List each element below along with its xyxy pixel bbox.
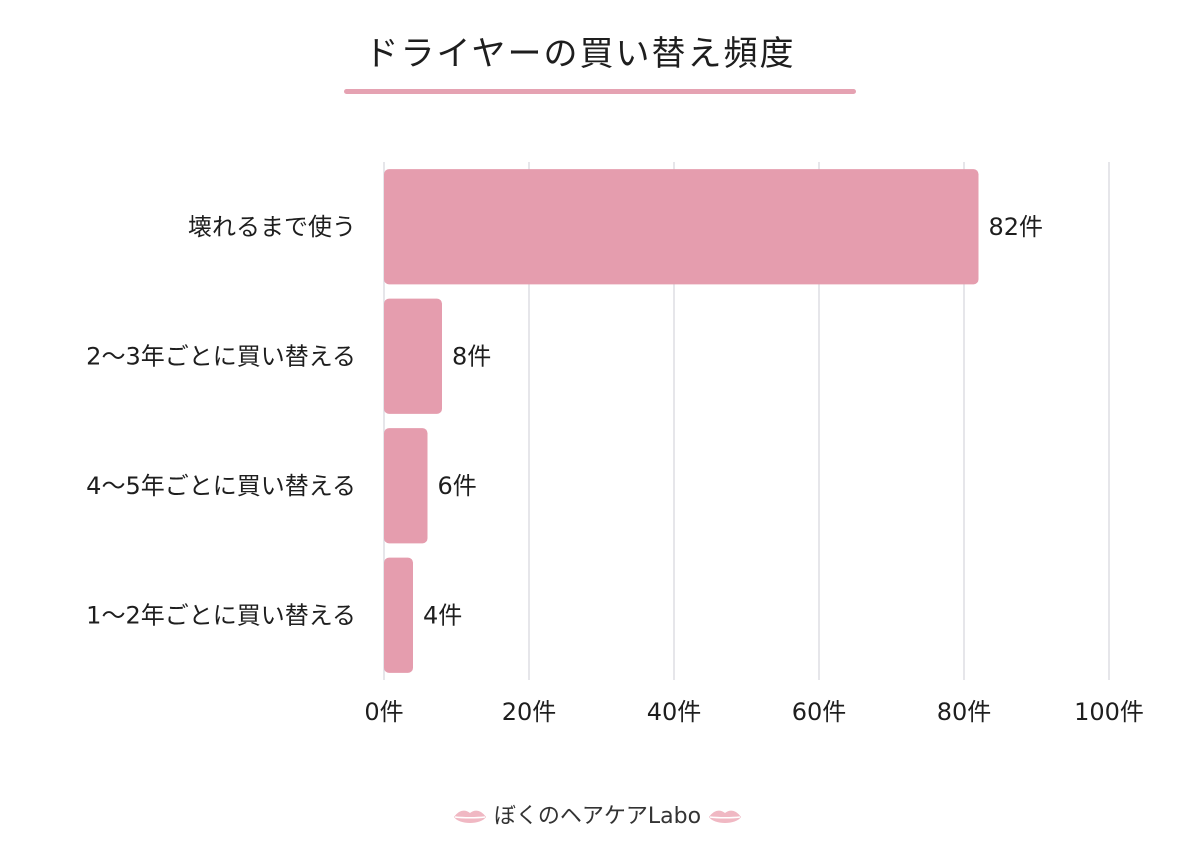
- data-label: 82件: [989, 213, 1044, 241]
- lips-icon: [709, 810, 742, 823]
- data-label: 4件: [423, 601, 462, 629]
- labels: 0件 20件 40件 60件 80件 100件 壊れるまで使う 82件 2〜3年ごとに買い替える…: [86, 213, 1144, 726]
- x-tick-label: 40件: [647, 698, 702, 726]
- x-tick-label: 80件: [937, 698, 992, 726]
- category-label: 2〜3年ごとに買い替える: [86, 342, 356, 370]
- bar: [384, 298, 442, 414]
- bars: [384, 169, 979, 673]
- bar: [384, 428, 428, 544]
- x-tick-label: 0件: [364, 698, 403, 726]
- data-label: 8件: [452, 342, 491, 370]
- x-tick-label: 20件: [502, 698, 557, 726]
- x-tick-label: 60件: [792, 698, 847, 726]
- category-label: 1〜2年ごとに買い替える: [86, 601, 356, 629]
- lips-icon: [453, 810, 486, 823]
- footer-text: ぼくのヘアケアLabo: [493, 804, 702, 829]
- bar: [384, 169, 979, 285]
- category-label: 4〜5年ごとに買い替える: [86, 472, 356, 500]
- x-tick-label: 100件: [1074, 698, 1144, 726]
- chart-title: ドライヤーの買い替え頻度: [364, 34, 796, 74]
- title-underline: [344, 89, 856, 94]
- data-label: 6件: [438, 472, 477, 500]
- category-label: 壊れるまで使う: [188, 213, 356, 241]
- bar: [384, 557, 413, 673]
- footer-brand: ぼくのヘアケアLabo: [0, 798, 1195, 830]
